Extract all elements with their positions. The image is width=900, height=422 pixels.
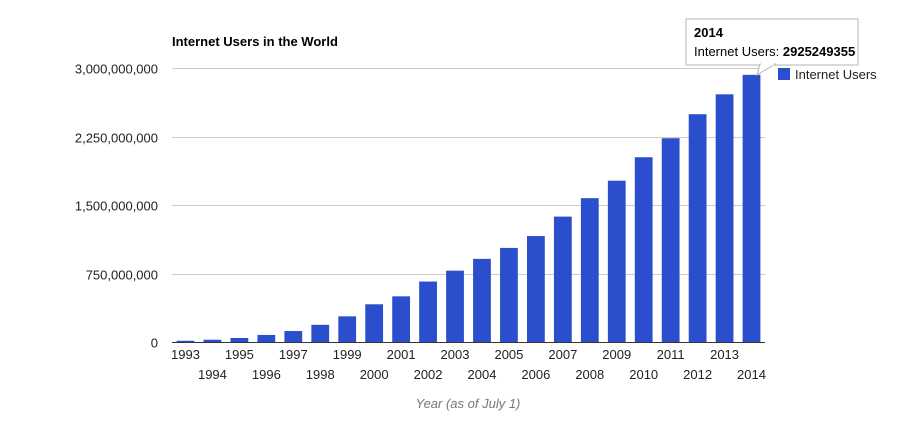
x-tick-label: 2011 [657, 347, 685, 362]
tooltip-value: 2925249355 [783, 44, 855, 59]
x-tick-label: 1993 [171, 347, 200, 362]
bar[interactable] [230, 337, 249, 342]
tooltip-value-line: Internet Users: 2925249355 [694, 44, 855, 59]
x-tick-label: 1999 [333, 347, 362, 362]
tooltip-box [685, 18, 859, 66]
x-tick-label: 2013 [710, 347, 739, 362]
y-tick-label: 1,500,000,000 [75, 199, 158, 214]
bar[interactable] [553, 216, 572, 342]
x-tick-label: 1996 [252, 367, 281, 382]
x-axis-ticks: 1993 1994 1995 1996 1997 1998 1999 2000 2001 2002… [171, 347, 766, 382]
y-tick-label: 3,000,000,000 [75, 62, 158, 77]
legend-swatch [778, 68, 790, 80]
bar[interactable] [446, 270, 464, 342]
x-tick-label: 1998 [306, 367, 335, 382]
bar[interactable] [392, 296, 411, 342]
bar[interactable] [257, 334, 276, 342]
bar[interactable] [500, 247, 518, 342]
y-tick-label: 2,250,000,000 [75, 131, 158, 146]
bars [176, 74, 761, 343]
x-tick-label: 2000 [360, 367, 389, 382]
bar[interactable] [365, 304, 384, 342]
legend: Internet Users [778, 67, 877, 82]
tooltip-series-label: Internet Users: [694, 44, 783, 59]
tooltip: 2014 Internet Users: 2925249355 [685, 18, 859, 77]
y-tick-label: 750,000,000 [86, 268, 158, 283]
x-axis-label: Year (as of July 1) [416, 396, 521, 411]
bar[interactable] [688, 114, 707, 343]
x-tick-label: 2012 [683, 367, 712, 382]
x-tick-label: 1997 [279, 347, 308, 362]
bar[interactable] [311, 324, 330, 342]
x-tick-label: 2009 [602, 347, 631, 362]
bar[interactable] [473, 258, 491, 342]
x-tick-label: 1995 [225, 347, 254, 362]
tooltip-category: 2014 [694, 25, 724, 40]
x-tick-label: 2008 [575, 367, 604, 382]
tooltip-pointer [756, 63, 777, 77]
bar[interactable] [284, 331, 303, 342]
bar[interactable] [661, 138, 680, 342]
bar[interactable] [607, 180, 626, 342]
x-tick-label: 2010 [629, 367, 658, 382]
bar[interactable] [634, 157, 653, 342]
x-tick-label: 2006 [521, 367, 550, 382]
bar[interactable] [176, 340, 195, 342]
legend-label: Internet Users [795, 67, 877, 82]
x-tick-label: 2002 [414, 367, 443, 382]
x-tick-label: 2014 [737, 367, 766, 382]
x-tick-label: 2004 [468, 367, 497, 382]
x-tick-label: 1994 [198, 367, 227, 382]
x-tick-label: 2005 [494, 347, 523, 362]
x-tick-label: 2007 [548, 347, 577, 362]
bar[interactable] [580, 198, 599, 342]
x-tick-label: 2001 [387, 347, 416, 362]
bar[interactable] [715, 94, 734, 342]
chart-title: Internet Users in the World [172, 34, 338, 49]
bar[interactable] [338, 316, 357, 342]
y-tick-label: 0 [151, 336, 158, 351]
bar[interactable] [419, 281, 437, 342]
y-axis-ticks: 0 750,000,000 1,500,000,000 2,250,000,000 3,… [75, 62, 158, 351]
x-tick-label: 2003 [441, 347, 470, 362]
bar[interactable] [203, 339, 222, 342]
bar[interactable] [526, 236, 545, 342]
bar[interactable] [742, 74, 761, 343]
